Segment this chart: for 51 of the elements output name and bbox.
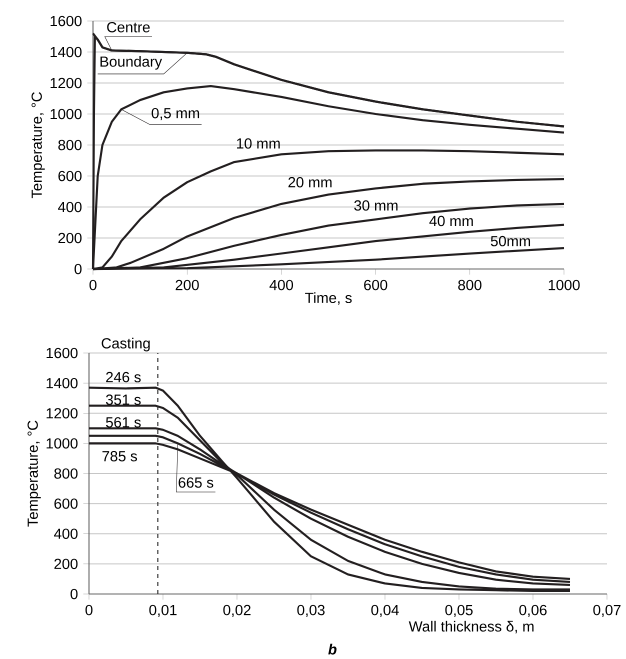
series-label: 0,5 mm — [152, 108, 200, 120]
series-label: 30 mm — [354, 200, 398, 211]
legend-label: Boundary — [100, 56, 162, 70]
x-tick-label: 800 — [458, 280, 482, 290]
y-tick-label: 600 — [54, 498, 78, 509]
series-label: 246 s — [106, 372, 141, 382]
series-label: 665 s — [178, 477, 214, 488]
y-tick-label: 1200 — [50, 78, 82, 88]
series-label: Centre — [107, 22, 150, 32]
series-label: 351 s — [106, 394, 141, 405]
x-tick-label: 1000 — [548, 280, 580, 290]
y-tick-label: 400 — [58, 202, 82, 212]
y-axis-title: Temperature, °C — [32, 92, 45, 198]
text: b — [328, 644, 337, 655]
x-tick-label: 0,01 — [149, 604, 177, 617]
series-label: 785 s — [102, 451, 138, 462]
y-tick-label: 200 — [58, 232, 82, 244]
series-label: 20 mm — [288, 177, 332, 188]
x-tick-label: 0 — [85, 604, 92, 616]
x-tick-label: 0,07 — [593, 604, 621, 617]
y-tick-label: 1000 — [46, 438, 78, 449]
y-tick-label: 1600 — [50, 16, 82, 26]
y-tick-label: 800 — [54, 468, 78, 479]
y-tick-label: 1600 — [46, 348, 78, 358]
y-tick-label: 1200 — [46, 408, 78, 418]
series-label: 561 s — [106, 417, 141, 428]
y-axis-title: Temperature, °C — [28, 420, 41, 527]
x-axis-title: Time, s — [305, 292, 352, 305]
y-tick-label: 0 — [70, 588, 78, 600]
series-label: 40 mm — [429, 216, 473, 226]
x-tick-label: 0,04 — [371, 604, 399, 617]
x-tick-label: 0,02 — [223, 604, 251, 617]
y-tick-label: 1000 — [50, 108, 82, 120]
series-label: 50mm — [490, 236, 530, 246]
x-axis-title: Wall thickness δ, m — [408, 620, 534, 634]
x-tick-label: 0,03 — [297, 604, 325, 617]
y-tick-label: 400 — [54, 528, 78, 539]
y-tick-label: 0 — [74, 264, 82, 274]
text: Casting — [102, 338, 150, 352]
y-tick-label: 200 — [54, 558, 78, 570]
x-tick-label: 400 — [270, 280, 294, 290]
y-tick-label: 1400 — [46, 378, 78, 388]
x-tick-label: 0,06 — [519, 604, 547, 617]
series-label: 10 mm — [237, 138, 280, 149]
x-tick-label: 0,05 — [445, 604, 473, 617]
y-tick-label: 1400 — [50, 46, 82, 58]
x-tick-label: 600 — [364, 280, 388, 290]
y-tick-label: 600 — [58, 170, 82, 182]
x-tick-label: 200 — [176, 280, 199, 290]
y-tick-label: 800 — [58, 140, 82, 150]
x-tick-label: 0 — [89, 280, 96, 290]
